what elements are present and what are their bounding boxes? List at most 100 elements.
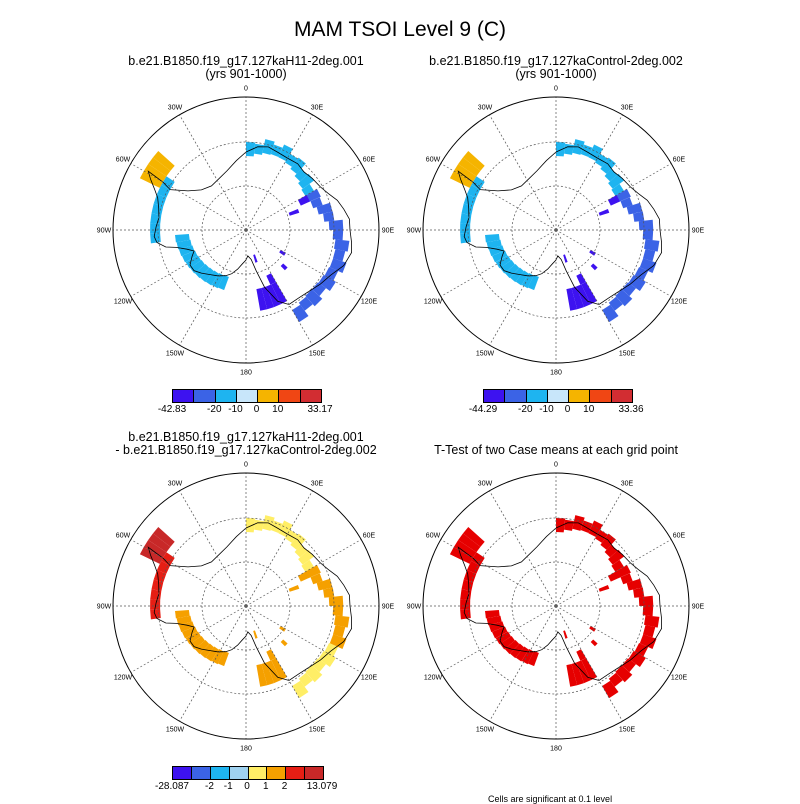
data-cell	[266, 660, 281, 684]
data-cell	[564, 519, 574, 531]
data-cell	[590, 263, 598, 271]
longitude-label: 0	[244, 86, 248, 93]
data-cell	[527, 650, 539, 667]
data-cell	[576, 660, 591, 684]
data-cell	[279, 250, 286, 256]
data-cell	[266, 273, 276, 285]
colorbar-1	[172, 389, 322, 403]
data-cell	[256, 288, 268, 311]
data-cell	[615, 665, 633, 683]
data-cell	[266, 649, 276, 661]
data-cell	[608, 549, 625, 565]
data-cell	[150, 599, 161, 610]
data-cell	[329, 634, 347, 649]
data-cell	[566, 288, 578, 311]
data-cell	[150, 609, 161, 620]
data-cell	[290, 533, 306, 550]
data-cell	[298, 549, 315, 565]
data-cell	[334, 615, 350, 628]
data-cell	[316, 202, 333, 215]
data-cell	[571, 662, 584, 686]
colorbar-3-swatch	[191, 767, 211, 779]
longitude-label: 30E	[311, 481, 324, 488]
map-data-layer	[139, 515, 353, 699]
colorbar-3-swatch	[286, 767, 306, 779]
data-cell	[488, 621, 505, 633]
data-cell	[139, 171, 163, 188]
panel-4-title: T-Test of two Case means at each grid po…	[406, 444, 706, 457]
data-cell	[463, 151, 485, 171]
data-cell	[333, 249, 346, 262]
data-cell	[588, 144, 603, 161]
data-cell	[485, 234, 500, 243]
data-cell	[266, 284, 281, 308]
data-cell	[178, 621, 195, 633]
colorbar-1-swatch	[173, 390, 195, 402]
data-cell	[253, 630, 258, 639]
longitude-label: 30W	[168, 105, 183, 112]
data-cell	[254, 519, 264, 531]
longitude-label: 30W	[168, 481, 183, 488]
data-cell	[185, 631, 201, 645]
data-cell	[580, 520, 593, 533]
longitude-label: 120W	[424, 675, 443, 682]
longitude-label: 90E	[692, 228, 705, 235]
data-cell	[298, 195, 310, 206]
longitude-label: 150E	[619, 351, 636, 358]
map-panel-4: 0 30E 60E 90E 120E 150E 180 150W 120W 90W 60W 30W	[407, 462, 705, 753]
data-cell	[304, 189, 321, 203]
longitude-label: 180	[240, 746, 252, 753]
data-cell	[175, 234, 190, 243]
data-cell	[602, 304, 619, 323]
map-boundary	[112, 472, 380, 740]
data-cell	[580, 144, 593, 157]
panel-2-title: b.e21.B1850.f19_g17.127kaControl-2deg.00…	[406, 55, 706, 81]
colorbar-2	[483, 389, 633, 403]
colorbar-2-swatch	[569, 390, 591, 402]
data-cell	[643, 625, 656, 638]
longitude-label: 150E	[619, 727, 636, 734]
coastline	[147, 522, 353, 681]
longitude-label: 90W	[407, 228, 422, 235]
map-boundary	[112, 96, 380, 364]
figure-title: MAM TSOI Level 9 (C)	[294, 18, 506, 41]
data-cell	[312, 282, 326, 297]
coastline	[147, 146, 353, 305]
data-cell	[563, 630, 568, 639]
longitude-label: 0	[554, 462, 558, 469]
meridian-line	[130, 539, 247, 607]
data-cell	[310, 573, 323, 585]
data-cell	[298, 296, 313, 311]
colorbar-tick-label: 33.17	[307, 404, 333, 415]
data-cell	[556, 142, 566, 157]
meridian-line	[440, 163, 557, 231]
data-cell	[486, 239, 502, 250]
longitude-label: 120E	[671, 299, 688, 306]
data-cell	[150, 213, 162, 224]
longitude-label: 0	[554, 86, 558, 93]
longitude-label: 150E	[309, 351, 326, 358]
colorbar-tick-label: 2	[281, 781, 288, 792]
data-cell	[157, 184, 171, 198]
colorbar-tick-label: 0	[564, 404, 571, 415]
longitude-label: 60E	[363, 533, 376, 540]
data-cell	[628, 274, 646, 291]
longitude-label: 150W	[476, 727, 495, 734]
data-cell	[292, 680, 309, 699]
data-cell	[471, 552, 485, 566]
data-cell	[463, 570, 477, 583]
colorbar-3-swatch	[210, 767, 230, 779]
data-cell	[279, 626, 286, 632]
data-cell	[504, 264, 520, 279]
data-cell	[288, 585, 300, 592]
data-cell	[521, 273, 534, 289]
longitude-label: 120E	[671, 675, 688, 682]
data-cell	[608, 173, 625, 189]
data-cell	[261, 662, 274, 686]
data-cell	[153, 194, 167, 207]
data-cell	[453, 164, 477, 182]
colorbar-3-swatch	[267, 767, 287, 779]
data-cell	[639, 258, 657, 273]
data-cell	[332, 606, 344, 617]
data-cell	[460, 599, 471, 610]
